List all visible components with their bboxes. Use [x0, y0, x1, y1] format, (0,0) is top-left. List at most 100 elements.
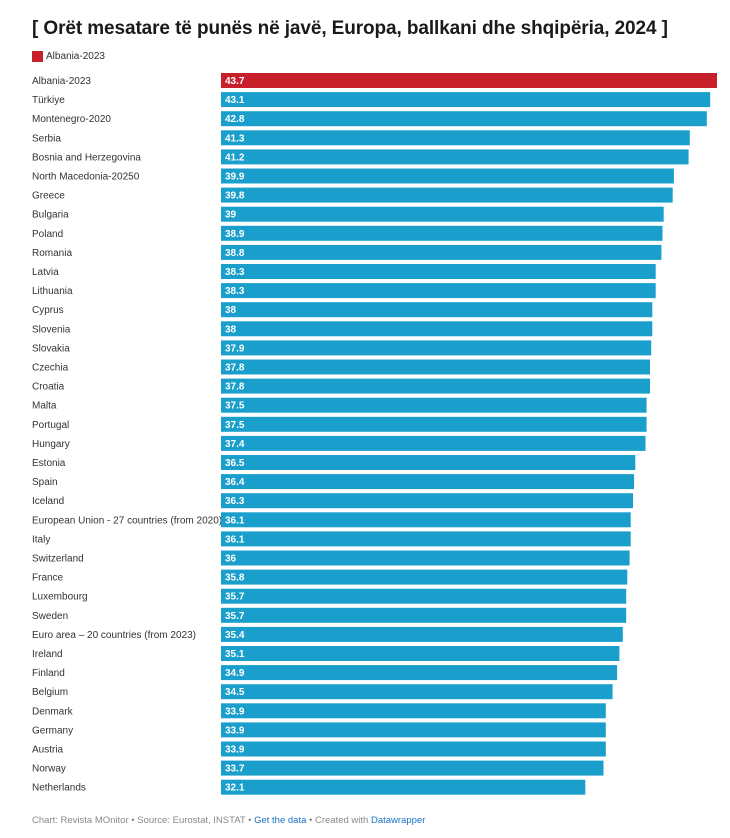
category-label: Belgium: [32, 687, 68, 698]
bar[interactable]: [221, 264, 656, 279]
value-label: 43.1: [225, 95, 245, 106]
bar[interactable]: [221, 512, 631, 528]
category-label: Estonia: [32, 458, 66, 469]
value-label: 32.1: [225, 783, 245, 794]
legend-swatch: [32, 51, 43, 62]
value-label: 42.8: [225, 114, 245, 125]
bar[interactable]: [221, 531, 631, 547]
bar[interactable]: [221, 779, 586, 795]
category-label: Poland: [32, 229, 63, 240]
bar[interactable]: [221, 646, 620, 661]
bar[interactable]: [221, 493, 633, 509]
bar[interactable]: [221, 92, 711, 108]
value-label: 35.8: [225, 573, 245, 584]
category-label: Luxembourg: [32, 592, 88, 603]
bar[interactable]: [221, 435, 646, 451]
bar[interactable]: [221, 474, 635, 490]
value-label: 41.2: [225, 152, 245, 163]
value-label: 38: [225, 305, 237, 316]
bar[interactable]: [221, 665, 618, 681]
value-label: 34.9: [225, 668, 245, 679]
footer-separator: •: [306, 815, 315, 826]
category-label: Albania-2023: [32, 76, 91, 87]
category-label: Iceland: [32, 496, 64, 507]
bar[interactable]: [221, 684, 613, 700]
bar[interactable]: [221, 73, 717, 88]
category-label: Sweden: [32, 611, 68, 622]
get-the-data-link[interactable]: Get the data: [254, 815, 307, 826]
value-label: 36.1: [225, 515, 245, 526]
value-label: 38.3: [225, 286, 245, 297]
category-label: Lithuania: [32, 286, 73, 297]
bar[interactable]: [221, 569, 628, 585]
value-label: 35.7: [225, 592, 245, 603]
bar[interactable]: [221, 206, 664, 222]
value-label: 39: [225, 210, 237, 221]
category-label: Norway: [32, 764, 66, 775]
bar[interactable]: [221, 149, 689, 165]
category-label: Slovenia: [32, 324, 71, 335]
bar[interactable]: [221, 588, 627, 604]
footer-separator: •: [245, 815, 255, 826]
category-label: Spain: [32, 477, 58, 488]
value-label: 35.1: [225, 649, 245, 660]
bar[interactable]: [221, 321, 653, 337]
footer-source: Source: Eurostat, INSTAT: [137, 815, 246, 826]
category-label: Türkiye: [32, 95, 65, 106]
value-label: 38.3: [225, 267, 245, 278]
bar[interactable]: [221, 455, 636, 470]
value-label: 33.7: [225, 764, 245, 775]
category-label: Serbia: [32, 133, 61, 144]
bar[interactable]: [221, 703, 606, 719]
category-label: Croatia: [32, 382, 65, 393]
bar[interactable]: [221, 111, 707, 127]
category-label: Switzerland: [32, 554, 84, 565]
category-label: Czechia: [32, 363, 69, 374]
bar[interactable]: [221, 626, 623, 642]
value-label: 39.9: [225, 172, 245, 183]
value-label: 35.4: [225, 630, 245, 641]
datawrapper-link[interactable]: Datawrapper: [370, 815, 426, 826]
value-label: 36.3: [225, 496, 245, 507]
bar[interactable]: [221, 397, 647, 413]
footer-separator: •: [128, 815, 138, 826]
category-label: Finland: [32, 668, 65, 679]
value-label: 37.8: [225, 382, 245, 393]
category-label: Greece: [32, 191, 65, 202]
bar[interactable]: [221, 359, 650, 375]
category-label: Germany: [32, 725, 73, 736]
bar[interactable]: [221, 760, 604, 776]
value-label: 37.9: [225, 343, 245, 354]
category-label: Italy: [32, 534, 50, 545]
bar[interactable]: [221, 244, 662, 260]
bar[interactable]: [221, 722, 606, 738]
bar[interactable]: [221, 340, 652, 356]
bar[interactable]: [221, 130, 690, 146]
bar[interactable]: [221, 302, 653, 318]
bar[interactable]: [221, 607, 627, 623]
footer-created-with: Created with: [314, 815, 371, 826]
bar[interactable]: [221, 168, 674, 184]
value-label: 33.9: [225, 706, 245, 717]
category-label: France: [32, 573, 64, 584]
value-label: 43.7: [225, 76, 245, 87]
value-label: 38.9: [225, 229, 245, 240]
value-label: 39.8: [225, 191, 245, 202]
category-label: Cyprus: [32, 305, 64, 316]
category-label: Ireland: [32, 649, 63, 660]
bar[interactable]: [221, 378, 650, 394]
bar[interactable]: [221, 283, 656, 299]
bar[interactable]: [221, 741, 606, 757]
value-label: 37.5: [225, 401, 245, 412]
bar-chart: Albania-2023 43.7 Türkiye 43.1 Montenegro-20…: [32, 73, 717, 795]
value-label: 33.9: [225, 725, 245, 736]
bar[interactable]: [221, 550, 630, 566]
value-label: 36.1: [225, 534, 245, 545]
category-label: European Union - 27 countries (from 2020…: [32, 515, 222, 526]
bar[interactable]: [221, 225, 663, 241]
bar[interactable]: [221, 187, 673, 203]
category-label: Bosnia and Herzegovina: [32, 152, 141, 163]
value-label: 41.3: [225, 133, 245, 144]
bar[interactable]: [221, 416, 647, 432]
footer-credit: Chart: Revista MOnitor: [32, 815, 129, 826]
